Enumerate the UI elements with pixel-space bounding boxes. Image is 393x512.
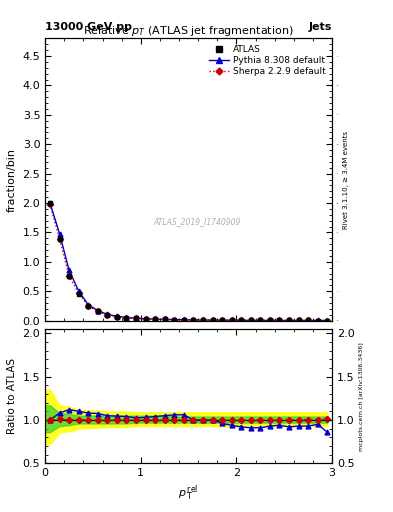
Y-axis label: Rivet 3.1.10, ≥ 3.4M events: Rivet 3.1.10, ≥ 3.4M events: [343, 131, 349, 228]
Title: Relative $p_{T}$ (ATLAS jet fragmentation): Relative $p_{T}$ (ATLAS jet fragmentatio…: [83, 24, 294, 38]
Y-axis label: fraction/bin: fraction/bin: [7, 147, 17, 211]
Y-axis label: mcplots.cern.ch [arXiv:1306.3436]: mcplots.cern.ch [arXiv:1306.3436]: [359, 342, 364, 451]
Text: ATLAS_2019_I1740909: ATLAS_2019_I1740909: [154, 218, 241, 226]
X-axis label: $p_{\rm \,T}^{\,\rm rel}$: $p_{\rm \,T}^{\,\rm rel}$: [178, 484, 199, 503]
Text: 13000 GeV pp: 13000 GeV pp: [45, 22, 132, 32]
Y-axis label: Ratio to ATLAS: Ratio to ATLAS: [7, 358, 17, 434]
Text: Jets: Jets: [309, 22, 332, 32]
Legend: ATLAS, Pythia 8.308 default, Sherpa 2.2.9 default: ATLAS, Pythia 8.308 default, Sherpa 2.2.…: [205, 41, 329, 80]
